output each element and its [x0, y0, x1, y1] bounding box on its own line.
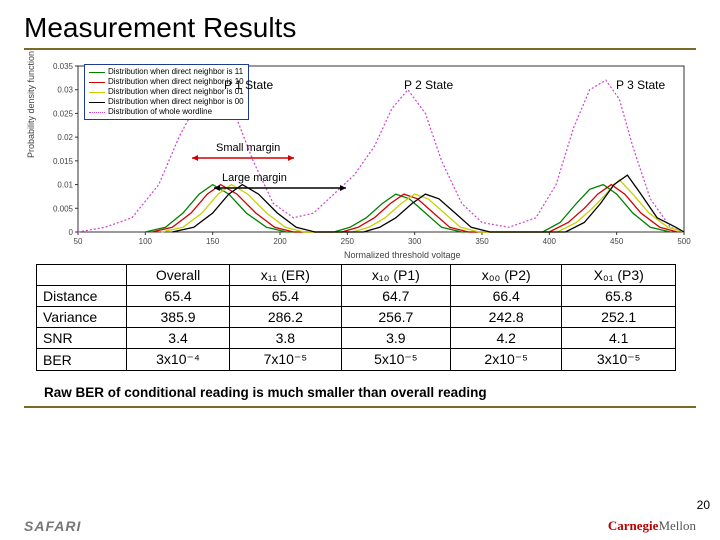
table-header: X₀₁ (P3) [562, 265, 676, 286]
chart-legend: Distribution when direct neighbor is 11D… [84, 64, 249, 120]
legend-item: Distribution when direct neighbor is 10 [89, 77, 244, 87]
bottom-divider [24, 406, 696, 408]
table-row: BER3x10⁻⁴7x10⁻⁵5x10⁻⁵2x10⁻⁵3x10⁻⁵ [37, 349, 676, 371]
table-header: x₀₀ (P2) [451, 265, 562, 286]
svg-text:0.01: 0.01 [57, 181, 73, 190]
svg-text:500: 500 [677, 237, 691, 246]
margin-label: Small margin [216, 142, 280, 154]
svg-text:250: 250 [341, 237, 355, 246]
svg-text:0.005: 0.005 [53, 204, 74, 213]
table-cell: 2x10⁻⁵ [451, 349, 562, 371]
table-cell: 3.4 [127, 328, 230, 349]
svg-text:50: 50 [74, 237, 83, 246]
y-axis-label: Probability density function [26, 51, 36, 158]
legend-item: Distribution when direct neighbor is 01 [89, 87, 244, 97]
table-cell: 66.4 [451, 286, 562, 307]
svg-text:0.035: 0.035 [53, 62, 74, 71]
chart-container: Probability density function Normalized … [24, 58, 694, 258]
table-cell: 242.8 [451, 307, 562, 328]
svg-text:450: 450 [610, 237, 624, 246]
title-divider [24, 48, 696, 50]
table-cell: 3.8 [230, 328, 342, 349]
table-header: x₁₀ (P1) [341, 265, 450, 286]
svg-text:150: 150 [206, 237, 220, 246]
svg-text:400: 400 [543, 237, 557, 246]
svg-text:0: 0 [69, 228, 74, 237]
conclusion-text: Raw BER of conditional reading is much s… [44, 385, 696, 400]
svg-text:350: 350 [475, 237, 489, 246]
svg-text:200: 200 [273, 237, 287, 246]
footer: SAFARI CarnegieMellon [0, 518, 720, 534]
table-cell: 252.1 [562, 307, 676, 328]
table-cell: 286.2 [230, 307, 342, 328]
table-cell: 64.7 [341, 286, 450, 307]
safari-logo: SAFARI [24, 518, 81, 534]
table-cell: 385.9 [127, 307, 230, 328]
svg-text:100: 100 [139, 237, 153, 246]
margin-label: Large margin [222, 172, 287, 184]
svg-text:0.025: 0.025 [53, 109, 74, 118]
table-header [37, 265, 127, 286]
table-cell: 256.7 [341, 307, 450, 328]
table-cell: 65.4 [230, 286, 342, 307]
svg-text:300: 300 [408, 237, 422, 246]
table-row: Distance65.465.464.766.465.8 [37, 286, 676, 307]
table-cell: 4.1 [562, 328, 676, 349]
table-cell: 65.8 [562, 286, 676, 307]
page-number: 20 [697, 498, 710, 512]
table-cell: 65.4 [127, 286, 230, 307]
x-axis-label: Normalized threshold voltage [344, 250, 461, 260]
svg-text:0.02: 0.02 [57, 133, 73, 142]
table-row: Variance385.9286.2256.7242.8252.1 [37, 307, 676, 328]
carnegie-mellon-logo: CarnegieMellon [608, 518, 696, 534]
results-table: Overallx₁₁ (ER)x₁₀ (P1)x₀₀ (P2)X₀₁ (P3)D… [36, 264, 676, 371]
svg-text:0.03: 0.03 [57, 86, 73, 95]
legend-item: Distribution when direct neighbor is 00 [89, 97, 244, 107]
state-label: P 2 State [404, 78, 453, 92]
table-row: SNR3.43.83.94.24.1 [37, 328, 676, 349]
results-table-container: Overallx₁₁ (ER)x₁₀ (P1)x₀₀ (P2)X₀₁ (P3)D… [36, 264, 684, 371]
table-cell: BER [37, 349, 127, 371]
table-cell: 3x10⁻⁵ [562, 349, 676, 371]
table-cell: 3x10⁻⁴ [127, 349, 230, 371]
table-cell: 5x10⁻⁵ [341, 349, 450, 371]
legend-item: Distribution when direct neighbor is 11 [89, 67, 244, 77]
table-cell: Variance [37, 307, 127, 328]
table-cell: 7x10⁻⁵ [230, 349, 342, 371]
page-title: Measurement Results [24, 12, 696, 44]
table-cell: 3.9 [341, 328, 450, 349]
table-header: x₁₁ (ER) [230, 265, 342, 286]
table-cell: SNR [37, 328, 127, 349]
table-header: Overall [127, 265, 230, 286]
legend-item: Distribution of whole wordline [89, 107, 244, 117]
svg-text:0.015: 0.015 [53, 157, 74, 166]
table-cell: 4.2 [451, 328, 562, 349]
state-label: P 3 State [616, 78, 665, 92]
table-cell: Distance [37, 286, 127, 307]
state-label: P 1 State [224, 78, 273, 92]
